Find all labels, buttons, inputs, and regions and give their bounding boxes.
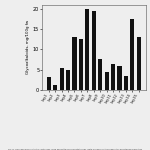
- Y-axis label: Glycoalkaloids, mg/100g fw: Glycoalkaloids, mg/100g fw: [26, 20, 30, 74]
- Text: Fig 11. Glycoalkaloids content in continuous frying and kettle cooked potato chi: Fig 11. Glycoalkaloids content in contin…: [8, 149, 142, 150]
- Bar: [85, 9, 89, 90]
- Bar: [117, 66, 122, 90]
- Bar: [111, 64, 115, 90]
- Bar: [105, 72, 109, 90]
- Bar: [98, 59, 102, 90]
- Bar: [47, 77, 51, 90]
- Bar: [79, 39, 83, 90]
- Bar: [124, 76, 128, 90]
- Bar: [60, 68, 64, 90]
- Bar: [53, 85, 57, 90]
- Bar: [137, 37, 141, 90]
- Bar: [92, 11, 96, 90]
- Bar: [66, 70, 70, 90]
- Bar: [130, 19, 134, 90]
- Bar: [72, 37, 76, 90]
